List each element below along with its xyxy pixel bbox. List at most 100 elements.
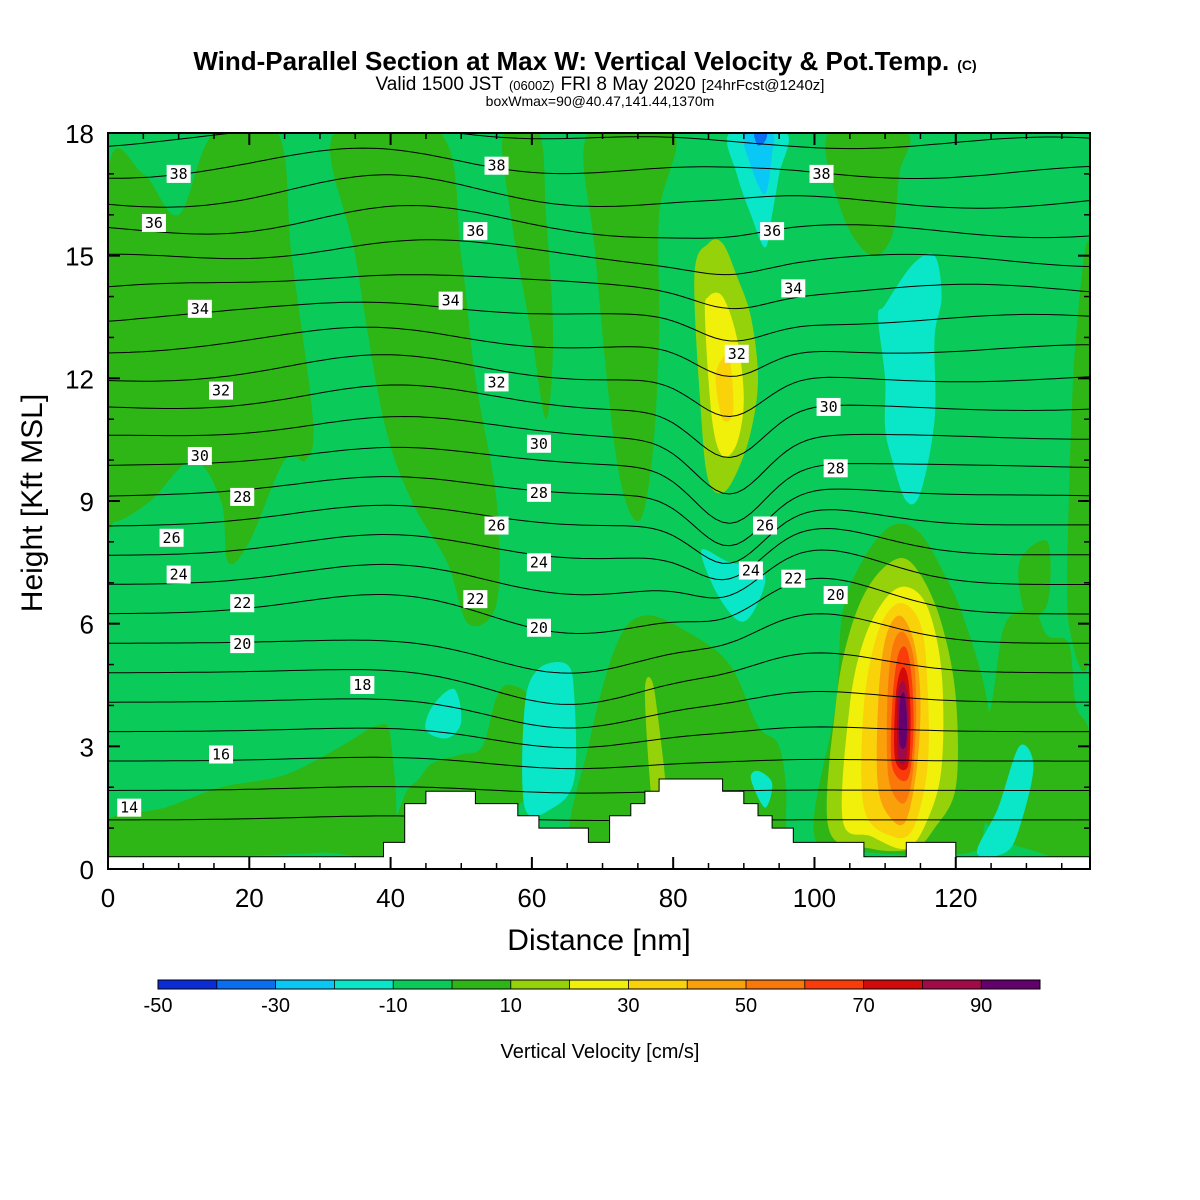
colorbar-swatch <box>687 980 746 989</box>
svg-text:22: 22 <box>466 590 484 608</box>
colorbar-swatch <box>275 980 335 989</box>
velocity-region-0 <box>108 133 314 565</box>
contour-label-32: 32 <box>209 381 234 400</box>
velocity-region-14 <box>522 661 577 817</box>
contour-label-28: 28 <box>526 483 551 502</box>
svg-text:28: 28 <box>233 488 251 506</box>
velocity-region-33 <box>898 692 908 749</box>
colorbar-swatch <box>628 980 688 989</box>
isentrope-14 <box>108 815 1090 821</box>
colorbar-swatch <box>863 980 923 989</box>
contour-label-30: 30 <box>187 447 212 466</box>
svg-text:26: 26 <box>756 517 774 535</box>
isentrope-30 <box>108 326 1090 377</box>
velocity-region-6 <box>1066 240 1090 672</box>
colorbar-swatch <box>158 980 217 989</box>
isentrope-18 <box>108 691 1090 729</box>
velocity-region-12 <box>976 744 1034 858</box>
isentrope-37 <box>108 133 1090 150</box>
contour-label-22: 22 <box>230 594 255 613</box>
y-tick-label: 0 <box>80 855 94 885</box>
isentrope-28 <box>108 384 1090 459</box>
velocity-region-13 <box>425 688 462 739</box>
svg-text:34: 34 <box>191 300 209 318</box>
contour-label-24: 24 <box>738 561 763 580</box>
svg-text:16: 16 <box>212 746 230 764</box>
svg-text:24: 24 <box>530 553 548 571</box>
colorbar-tick-label: -30 <box>261 995 290 1017</box>
contour-label-26: 26 <box>484 516 509 535</box>
svg-text:36: 36 <box>466 222 484 240</box>
x-tick-label: 60 <box>517 883 546 913</box>
svg-text:20: 20 <box>530 619 548 637</box>
isentrope-27 <box>108 415 1090 495</box>
colorbar-tick-label: 30 <box>617 995 639 1017</box>
colorbar: -50 -30 -10 10 30 50 70 90 <box>144 979 1041 1017</box>
contour-label-20: 20 <box>230 635 255 654</box>
y-tick-label: 12 <box>65 364 94 394</box>
svg-text:20: 20 <box>827 586 845 604</box>
svg-text:32: 32 <box>728 345 746 363</box>
isentrope-21 <box>108 577 1090 635</box>
colorbar-tick-label: 70 <box>852 995 874 1017</box>
svg-text:28: 28 <box>827 459 845 477</box>
contour-label-36: 36 <box>463 222 488 241</box>
isentrope-23 <box>108 527 1090 581</box>
isentrope-17 <box>108 726 1090 749</box>
contour-label-34: 34 <box>438 291 463 310</box>
contour-label-14: 14 <box>117 798 142 817</box>
contour-label-38: 38 <box>809 164 834 183</box>
isentrope-29 <box>108 354 1090 418</box>
chart-title-suffix: (C) <box>957 57 976 73</box>
y-tick-label: 15 <box>65 242 94 272</box>
svg-text:36: 36 <box>763 222 781 240</box>
x-axis-label: Distance [nm] <box>507 924 690 957</box>
isentrope-32 <box>108 274 1090 310</box>
isentrope-35 <box>108 174 1090 209</box>
contour-label-layer: 38 38 38 36 36 36 34 34 34 32 32 32 30 30 30 28 28 28 26 26… <box>117 156 848 817</box>
isentrope-34 <box>108 204 1090 239</box>
contour-label-24: 24 <box>166 565 191 584</box>
velocity-region-20 <box>754 133 768 146</box>
colorbar-tick-label: 90 <box>970 995 992 1017</box>
contour-label-28: 28 <box>823 459 848 478</box>
colorbar-label: Vertical Velocity [cm/s] <box>501 1041 700 1063</box>
chart-title: Wind-Parallel Section at Max W: Vertical… <box>193 46 976 76</box>
svg-text:32: 32 <box>212 382 230 400</box>
velocity-region-5 <box>1018 540 1051 619</box>
svg-text:36: 36 <box>145 214 163 232</box>
isentrope-15 <box>108 786 1090 794</box>
svg-text:28: 28 <box>530 484 548 502</box>
contour-label-34: 34 <box>781 279 806 298</box>
y-tick-label: 3 <box>80 732 94 762</box>
isentrope-22 <box>108 549 1090 599</box>
svg-text:38: 38 <box>813 165 831 183</box>
contour-label-36: 36 <box>760 222 785 241</box>
velocity-region-19 <box>742 133 775 195</box>
contour-label-22: 22 <box>781 569 806 588</box>
colorbar-swatch <box>334 980 394 989</box>
y-axis-label: Height [Kft MSL] <box>16 394 49 612</box>
y-tick-label: 9 <box>80 487 94 517</box>
velocity-region-4 <box>825 133 911 257</box>
x-tick-label: 0 <box>101 883 115 913</box>
svg-text:26: 26 <box>163 529 181 547</box>
contour-label-38: 38 <box>166 164 191 183</box>
x-tick-label: 20 <box>235 883 264 913</box>
isentrope-19 <box>108 652 1090 705</box>
contour-label-32: 32 <box>484 373 509 392</box>
svg-text:24: 24 <box>170 566 188 584</box>
svg-text:32: 32 <box>488 373 506 391</box>
colorbar-tick-label: -10 <box>379 995 408 1017</box>
isentrope-36 <box>108 147 1090 179</box>
svg-text:20: 20 <box>233 635 251 653</box>
svg-text:30: 30 <box>820 398 838 416</box>
chart-title-main: Wind-Parallel Section at Max W: Vertical… <box>193 46 949 76</box>
isentrope-31 <box>108 301 1090 342</box>
velocity-region-2 <box>502 133 554 420</box>
colorbar-swatch <box>746 980 805 989</box>
contour-label-18: 18 <box>350 676 375 694</box>
colorbar-swatch <box>216 980 276 989</box>
contour-label-38: 38 <box>484 156 509 175</box>
